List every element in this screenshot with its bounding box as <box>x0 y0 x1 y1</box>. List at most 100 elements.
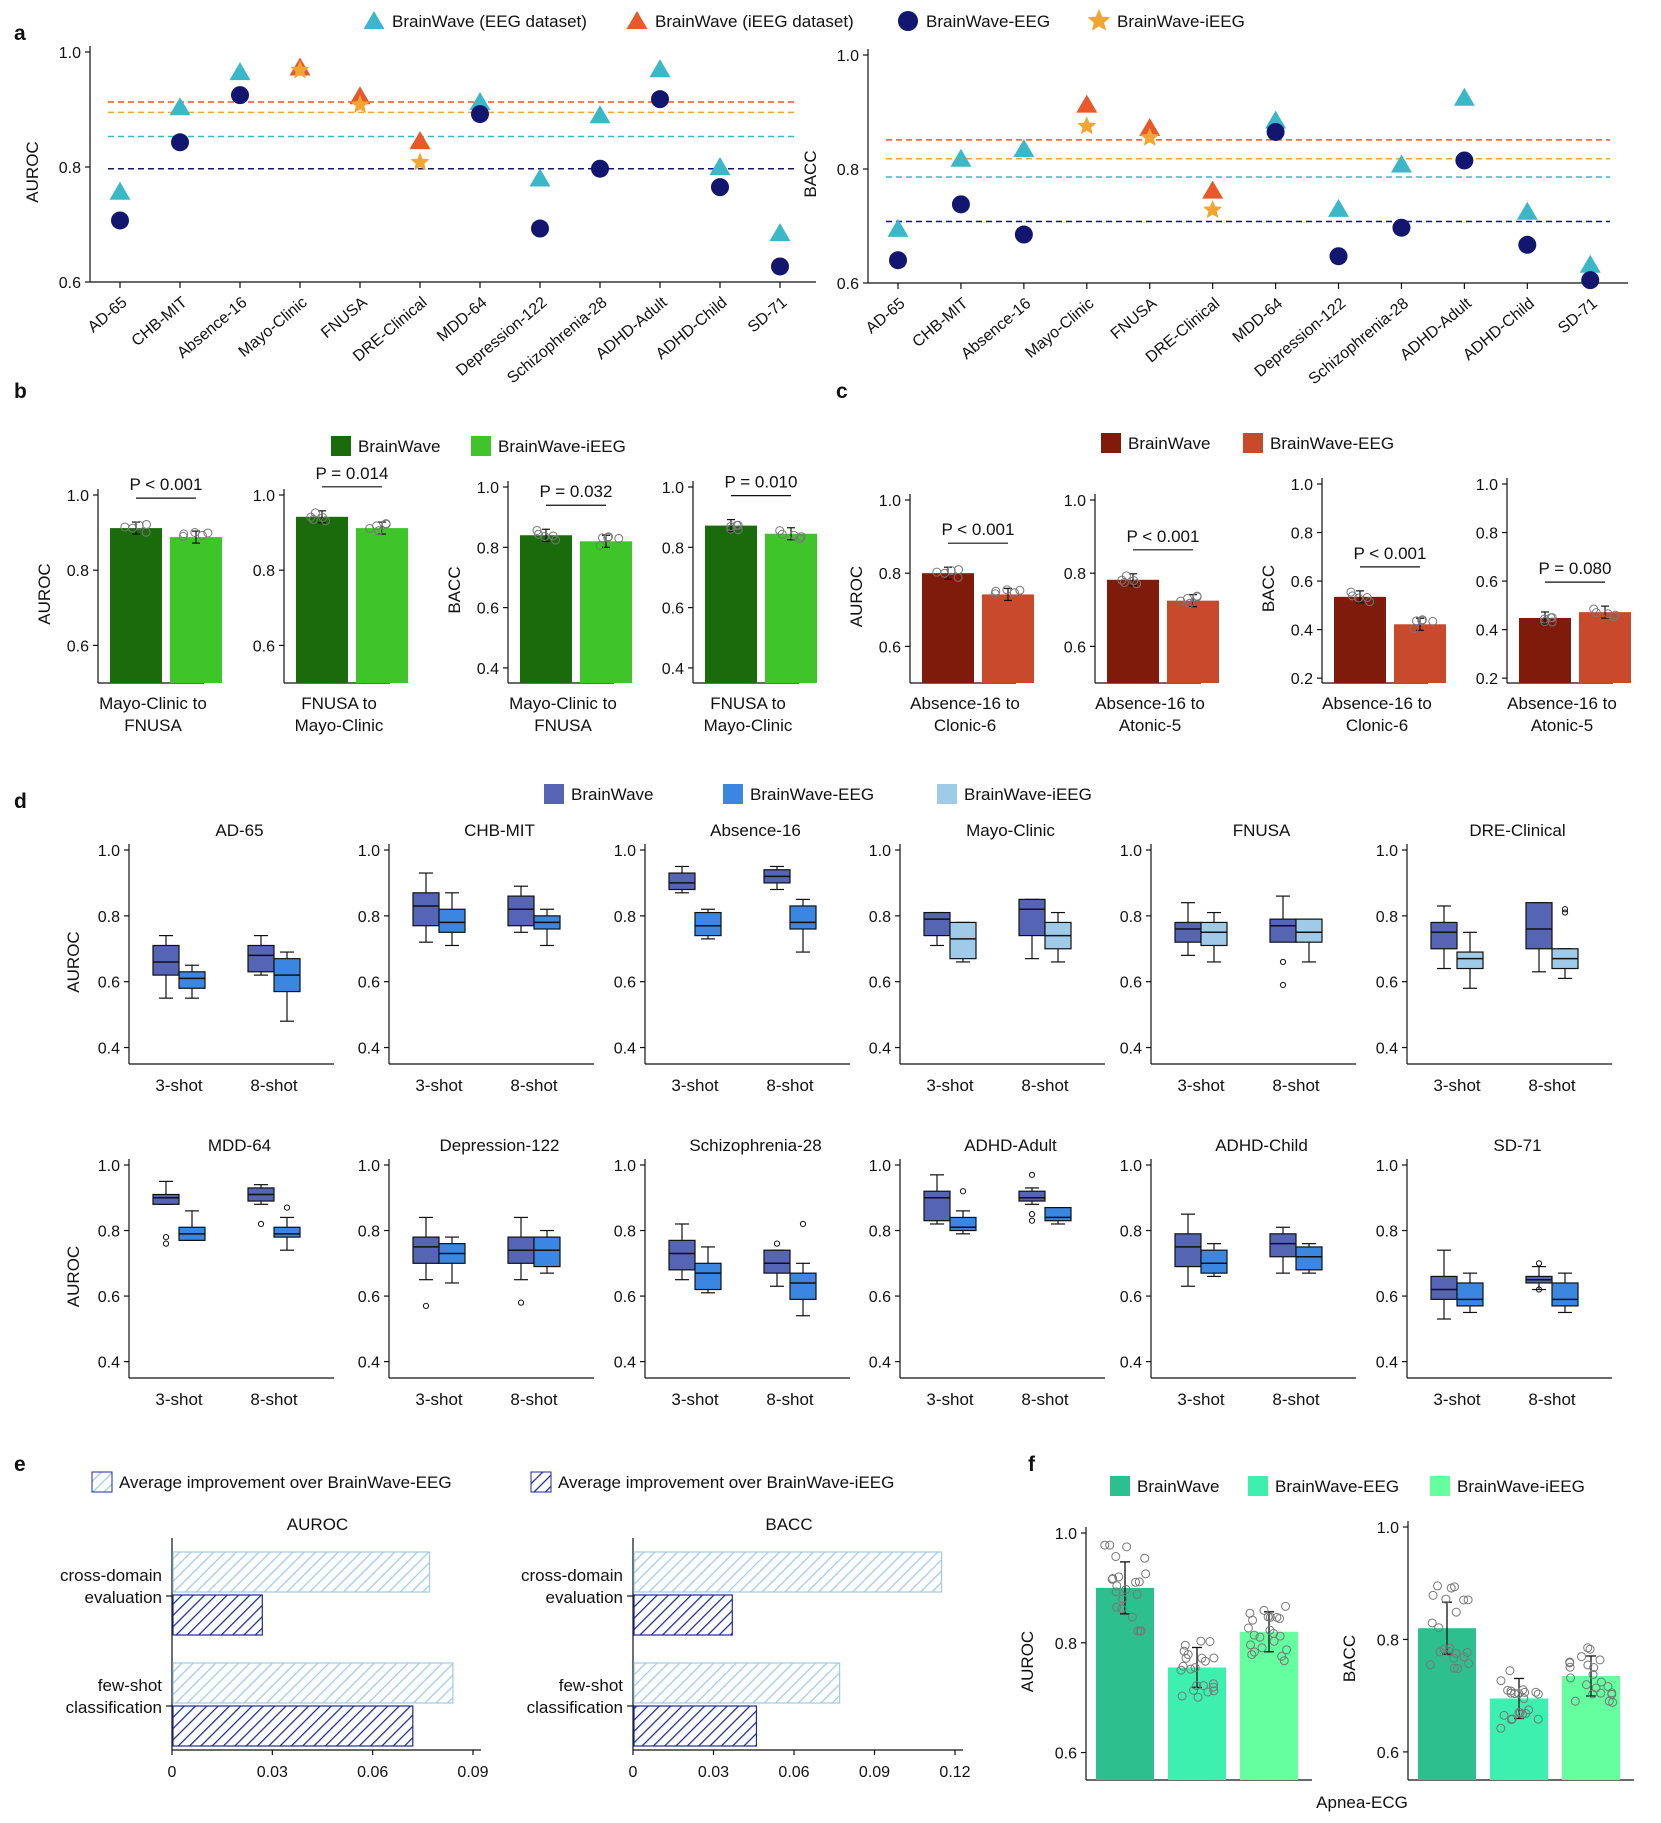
panel-c-legend-1-swatch <box>1243 433 1263 453</box>
panel-b-legend-1-swatch <box>471 436 491 456</box>
e1-x-tick-label: 0.06 <box>778 1764 809 1781</box>
d6-y-tick-label: 1.0 <box>98 1158 120 1175</box>
d9-box <box>1018 1190 1046 1202</box>
a0-x-tick-label: SD-71 <box>745 294 791 336</box>
b0-x-label: Mayo-Clinic to <box>99 694 207 713</box>
b2-bar-0 <box>520 535 572 683</box>
d7-x-tick-label: 8-shot <box>510 1390 558 1409</box>
b3-bar-1 <box>765 533 817 683</box>
f1-sample-dot <box>1425 1660 1435 1670</box>
a-legend-1-label: BrainWave (iEEG dataset) <box>655 12 854 31</box>
f0-sample-dot <box>1209 1682 1219 1692</box>
d5-y-tick-label: 0.8 <box>1376 909 1398 926</box>
f0-sample-dot <box>1176 1665 1186 1675</box>
b1-sample-dot <box>381 519 391 529</box>
d10-title: ADHD-Child <box>1215 1136 1308 1155</box>
d6-outlier <box>162 1233 170 1241</box>
f0-sample-dot <box>1265 1625 1275 1635</box>
b3-x-label: FNUSA to <box>710 694 786 713</box>
d1-box <box>507 895 535 927</box>
c2-bar-1 <box>1394 624 1446 683</box>
e-legend-1-swatch <box>530 1471 552 1493</box>
a0-x-tick-label: CHB-MIT <box>129 294 191 350</box>
b1-sample-dot <box>321 516 331 526</box>
panel-label-b: b <box>14 380 27 403</box>
c1-sample-dot <box>1192 591 1202 601</box>
panel-c-legend-1-label: BrainWave-EEG <box>1270 434 1394 453</box>
d6-outlier <box>162 1240 170 1247</box>
c0-sample-dot <box>1002 585 1012 595</box>
b1-bar-0 <box>296 516 348 683</box>
e-legend-1-label: Average improvement over BrainWave-iEEG <box>558 1473 894 1492</box>
b3-sample-dot <box>726 524 736 534</box>
c3-sample-dot <box>1540 616 1550 626</box>
f1-sample-dot <box>1449 1663 1459 1673</box>
c3-y-tick-label: 0.8 <box>1476 526 1498 543</box>
d2-y-tick-label: 0.8 <box>614 909 636 926</box>
f1-sample-dot <box>1441 1594 1451 1604</box>
f1-sample-dot <box>1514 1707 1524 1717</box>
a0-y-tick-label: 0.6 <box>59 275 81 292</box>
a-legend-2-label: BrainWave-EEG <box>926 12 1050 31</box>
d9-x-tick-label: 8-shot <box>1021 1390 1069 1409</box>
c3-sample-dot <box>1610 610 1620 620</box>
d8-y-tick-label: 1.0 <box>614 1158 636 1175</box>
c2-y-tick-label: 0.4 <box>1291 623 1313 640</box>
c1-y-tick-label: 1.0 <box>1064 493 1086 510</box>
e1-category-label: classification <box>527 1698 623 1717</box>
d8-outlier <box>799 1220 807 1228</box>
panel-label-e: e <box>14 1453 26 1476</box>
e0-bar-vs-ieeg <box>172 1705 414 1747</box>
f1-sample-dot <box>1607 1689 1617 1699</box>
f1-sample-dot <box>1496 1676 1506 1686</box>
e0-category-label: few-shot <box>98 1676 163 1695</box>
f0-bar-2 <box>1240 1631 1298 1780</box>
b0-y-label: AUROC <box>35 563 54 624</box>
f1-sample-dot <box>1595 1655 1605 1665</box>
d4-y-tick-label: 0.8 <box>1120 909 1142 926</box>
d2-y-tick-label: 1.0 <box>614 843 636 860</box>
e1-bar-vs-ieeg <box>633 1594 733 1636</box>
f1-sample-dot <box>1450 1582 1460 1592</box>
b0-y-tick-label: 0.8 <box>67 563 89 580</box>
panel-label-f: f <box>1028 1453 1036 1476</box>
panel-label-d: d <box>14 790 27 813</box>
f0-sample-dot <box>1193 1692 1203 1702</box>
b2-y-tick-label: 0.8 <box>477 540 499 557</box>
b2-y-label: BACC <box>445 566 464 613</box>
b2-sample-dot <box>532 525 542 535</box>
f1-y-tick-label: 0.6 <box>1377 1745 1399 1762</box>
d-legend-0-swatch <box>544 784 564 804</box>
a0-point-brainwave-eeg <box>591 159 609 178</box>
d9-outlier <box>1028 1171 1036 1178</box>
a0-point-brainwave-eeg <box>531 219 549 238</box>
f-legend-2-swatch <box>1430 1476 1450 1496</box>
b1-y-tick-label: 1.0 <box>253 488 275 505</box>
d4-box <box>1200 921 1228 947</box>
c1-sample-dot <box>1185 598 1195 608</box>
f0-sample-dot <box>1111 1587 1121 1597</box>
f1-sample-dot <box>1570 1696 1580 1706</box>
f1-sample-dot <box>1519 1694 1529 1704</box>
f0-sample-dot <box>1249 1647 1259 1657</box>
d1-y-tick-label: 1.0 <box>358 843 380 860</box>
d11-x-tick-label: 3-shot <box>1433 1390 1481 1409</box>
a0-x-tick-label: FNUSA <box>318 294 371 342</box>
f0-y-label: AUROC <box>1018 1631 1037 1692</box>
a1-point-brainwave-eeg-dataset- <box>1453 87 1475 106</box>
d7-outlier <box>422 1302 430 1310</box>
d7-outlier <box>517 1299 525 1306</box>
d7-y-tick-label: 1.0 <box>358 1158 380 1175</box>
f1-sample-dot <box>1596 1677 1606 1687</box>
f0-sample-dot <box>1192 1681 1202 1691</box>
d1-title: CHB-MIT <box>464 821 535 840</box>
c1-p-value: P < 0.001 <box>1127 527 1200 546</box>
d11-title: SD-71 <box>1493 1136 1541 1155</box>
d8-y-tick-label: 0.4 <box>614 1355 636 1372</box>
d3-box <box>923 911 951 937</box>
e0-x-tick-label: 0.09 <box>457 1764 488 1781</box>
e0-x-tick-label: 0.03 <box>257 1764 288 1781</box>
d9-y-tick-label: 1.0 <box>869 1158 891 1175</box>
f0-sample-dot <box>1196 1636 1206 1646</box>
b0-sample-dot <box>142 519 152 529</box>
